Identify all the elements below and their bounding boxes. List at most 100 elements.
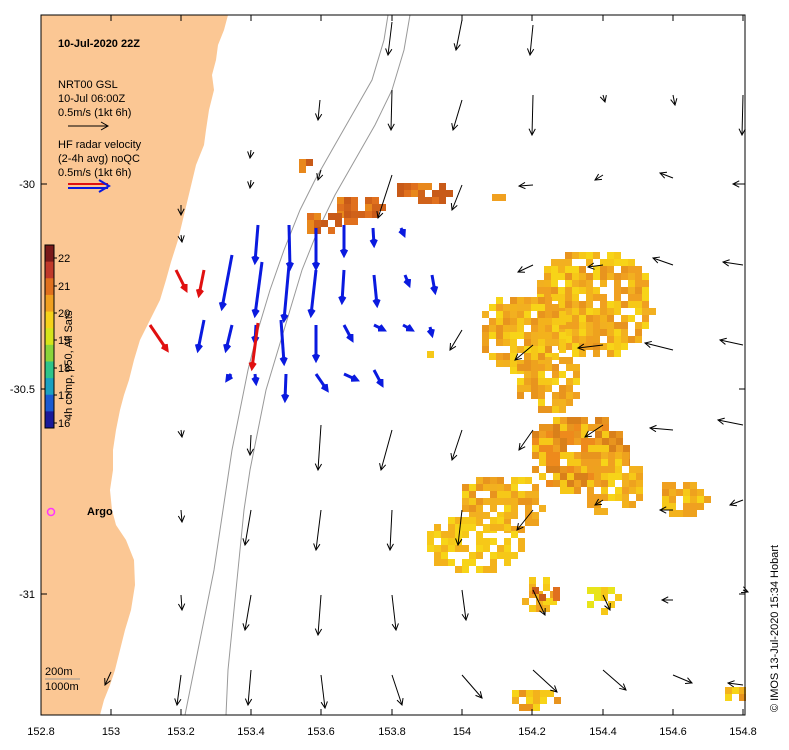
sst-pixel (328, 213, 335, 220)
sst-pixel (448, 545, 455, 552)
sst-pixel (683, 503, 690, 510)
sst-pixel (594, 466, 601, 473)
sst-pixel (510, 304, 517, 311)
sst-pixel (496, 304, 503, 311)
sst-pixel (608, 452, 615, 459)
colorbar-segment (45, 245, 54, 263)
sst-pixel (579, 301, 586, 308)
sst-pixel (572, 273, 579, 280)
sst-pixel (621, 329, 628, 336)
sst-pixel (669, 496, 676, 503)
sst-pixel (559, 346, 566, 353)
sst-pixel (546, 445, 553, 452)
sst-pixel (306, 159, 313, 166)
sst-pixel (531, 297, 538, 304)
sst-pixel (497, 498, 504, 505)
sst-pixel (497, 552, 504, 559)
sst-pixel (476, 538, 483, 545)
sst-pixel (546, 431, 553, 438)
legend-gsl-arrow-icon (68, 121, 110, 131)
sst-pixel (559, 318, 566, 325)
sst-pixel (538, 385, 545, 392)
sst-pixel (586, 280, 593, 287)
hf-arrow-blue (339, 225, 349, 259)
sst-pixel (588, 438, 595, 445)
gsl-arrow (726, 680, 744, 688)
sst-pixel (588, 473, 595, 480)
sst-pixel (543, 584, 550, 591)
sst-pixel (690, 482, 697, 489)
sst-pixel (607, 315, 614, 322)
sst-pixel (524, 385, 531, 392)
sst-pixel (517, 311, 524, 318)
sst-pixel (669, 482, 676, 489)
sst-pixel (490, 524, 497, 531)
sst-pixel (586, 329, 593, 336)
sst-pixel (572, 350, 579, 357)
sst-pixel (517, 297, 524, 304)
sst-pixel (518, 538, 525, 545)
sst-pixel (462, 484, 469, 491)
sst-pixel (441, 531, 448, 538)
sst-pixel (559, 332, 566, 339)
gsl-arrow (450, 429, 463, 462)
gsl-arrow (387, 89, 395, 132)
sst-pixel (489, 325, 496, 332)
sst-pixel (560, 438, 567, 445)
sst-pixel (497, 477, 504, 484)
sst-pixel (614, 273, 621, 280)
sst-pixel (594, 452, 601, 459)
sst-pixel (560, 431, 567, 438)
sst-pixel (609, 445, 616, 452)
sst-pixel (539, 431, 546, 438)
sst-pixel (539, 473, 546, 480)
sst-pixel (492, 194, 499, 201)
sst-pixel (397, 183, 404, 190)
sst-pixel (553, 424, 560, 431)
sst-pixel (567, 480, 574, 487)
sst-pixel (544, 273, 551, 280)
hf-arrow-blue (251, 261, 264, 319)
gsl-arrow (528, 94, 536, 137)
hf-arrow-blue (342, 324, 354, 343)
sst-pixel (529, 591, 536, 598)
sst-pixel (537, 287, 544, 294)
sst-pixel (533, 690, 540, 697)
sst-pixel (622, 494, 629, 501)
legend-hf-line-1: HF radar velocity (58, 139, 142, 151)
sst-pixel (434, 524, 441, 531)
sst-pixel (448, 538, 455, 545)
sst-pixel (614, 280, 621, 287)
sst-pixel (455, 517, 462, 524)
sst-pixel (490, 552, 497, 559)
sst-pixel (622, 473, 629, 480)
sst-pixel (482, 339, 489, 346)
sst-pixel (490, 566, 497, 573)
sst-pixel (614, 336, 621, 343)
sst-pixel (538, 318, 545, 325)
sst-pixel (531, 304, 538, 311)
gsl-arrow (177, 594, 186, 612)
sst-pixel (600, 343, 607, 350)
sst-pixel (482, 332, 489, 339)
legend-gsl-line-3: 0.5m/s (1kt 6h) (58, 107, 131, 119)
sst-pixel (511, 477, 518, 484)
colorbar-segment (45, 311, 54, 329)
sst-pixel (517, 364, 524, 371)
sst-pixel (490, 505, 497, 512)
sst-pixel (553, 431, 560, 438)
sst-pixel (579, 315, 586, 322)
sst-pixel (593, 294, 600, 301)
gsl-arrow (602, 594, 611, 611)
gsl-arrow (738, 94, 746, 137)
sst-pixel (558, 273, 565, 280)
sst-pixel (524, 297, 531, 304)
sst-pixel (532, 484, 539, 491)
sst-pixel (476, 498, 483, 505)
sst-pixel (593, 350, 600, 357)
sst-pixel (504, 484, 511, 491)
gsl-arrow (526, 24, 535, 57)
hf-arrow-blue (307, 269, 318, 319)
sst-pixel (683, 510, 690, 517)
sst-pixel (497, 484, 504, 491)
